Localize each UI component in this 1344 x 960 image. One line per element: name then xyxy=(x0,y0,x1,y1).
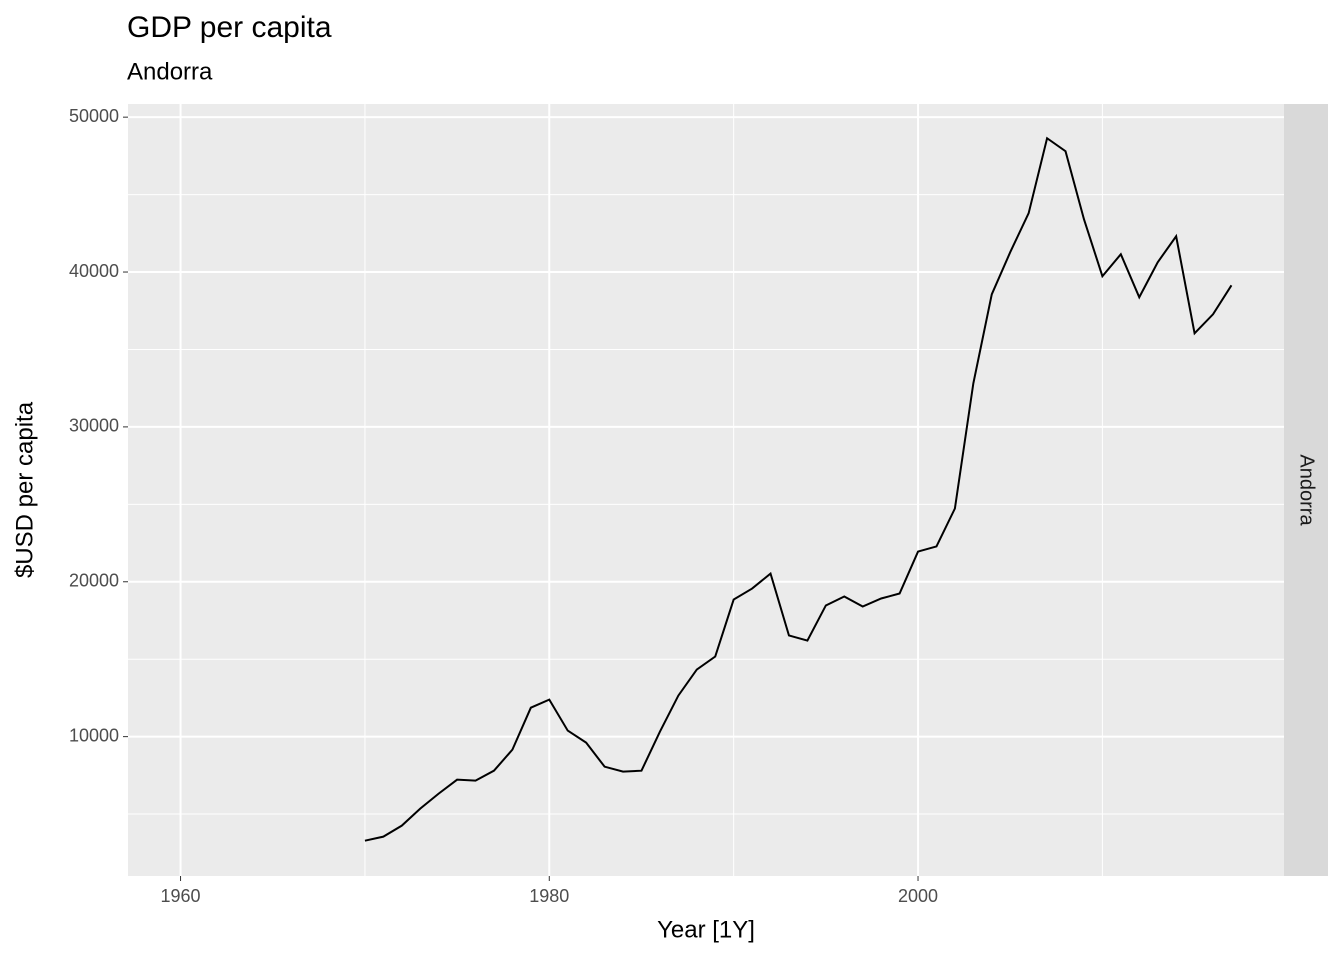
y-tick-label: 20000 xyxy=(69,571,119,591)
x-tick-label: 1960 xyxy=(161,886,201,906)
chart-title: GDP per capita xyxy=(127,11,332,44)
y-tick-label: 30000 xyxy=(69,416,119,436)
chart-subtitle: Andorra xyxy=(127,58,213,85)
y-tick-label: 40000 xyxy=(69,261,119,281)
x-tick-label: 1980 xyxy=(529,886,569,906)
panel xyxy=(128,104,1284,876)
x-tick-label: 2000 xyxy=(898,886,938,906)
y-tick-label: 10000 xyxy=(69,725,119,745)
line xyxy=(364,136,1233,842)
x-axis-title: Year [1Y] xyxy=(657,916,755,943)
facet-label: Andorra xyxy=(1296,454,1318,526)
facet-strip xyxy=(1284,104,1328,876)
y-tick-label: 50000 xyxy=(69,106,119,126)
y-axis-title: $USD per capita xyxy=(11,401,38,578)
